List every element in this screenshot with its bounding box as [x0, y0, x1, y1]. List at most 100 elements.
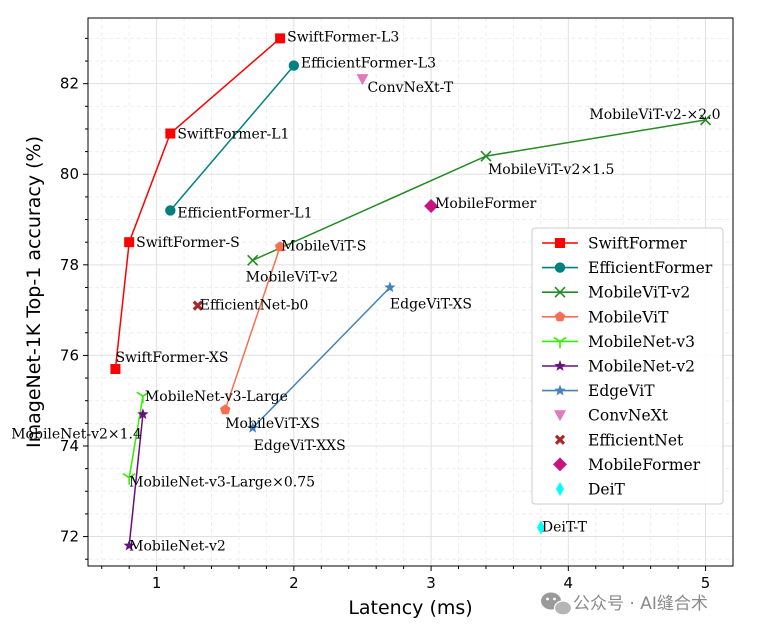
legend-item-mobilevit-v2: MobileViT-v2 [542, 284, 690, 302]
legend-label: SwiftFormer [588, 235, 687, 253]
mobilenet-v2-line [128, 414, 144, 546]
x-tick-label: 3 [426, 574, 436, 592]
legend-label: MobileViT [588, 308, 669, 326]
series-layer [110, 33, 712, 551]
mobilenet-v3-point [122, 473, 136, 485]
watermark-text: 公众号 · AI缝合术 [573, 594, 708, 614]
point-label: SwiftFormer-XS [115, 350, 228, 366]
point-label: EfficientFormer-L1 [177, 205, 312, 221]
point-label: MobileViT-v2 [246, 269, 338, 285]
swiftformer-point [165, 128, 176, 139]
legend-swatch-marker [554, 434, 566, 445]
point-label: MobileViT-v2-×2.0 [589, 107, 720, 123]
legend-label: MobileViT-v2 [588, 284, 690, 302]
y-tick-label: 80 [60, 165, 79, 183]
point-label: MobileNet-v2×1.4 [11, 426, 142, 442]
edgevit-point [247, 421, 259, 433]
point-label: EfficientFormer-L3 [301, 56, 436, 72]
legend-label: DeiT [588, 481, 626, 499]
convnext-point [356, 74, 369, 86]
point-label: MobileViT-v2×1.5 [488, 162, 614, 178]
point-label: MobileNet-v3-Large×0.75 [129, 475, 315, 491]
legend-swatch-marker [553, 457, 567, 472]
point-label: SwiftFormer-S [136, 235, 240, 251]
legend-item-edgevit: EdgeViT [542, 382, 655, 400]
legend-item-efficientformer: EfficientFormer [542, 259, 713, 277]
edgevit-point [384, 281, 396, 293]
legend-item-deit: DeiT [556, 481, 626, 499]
point-label: MobileViT-S [281, 239, 366, 255]
wechat-icon [541, 592, 573, 616]
series-edgevit [247, 281, 396, 433]
point-label: MobileNet-v3-Large [145, 389, 288, 405]
legend-item-swiftformer: SwiftFormer [542, 235, 687, 253]
legend-label: MobileFormer [588, 456, 701, 474]
legend: SwiftFormer EfficientFormer MobileViT-v2 Mo… [531, 227, 724, 505]
point-label: DeiT-T [542, 520, 588, 536]
legend-item-mobilenet-v2: MobileNet-v2 [542, 358, 695, 376]
deit-point [536, 520, 545, 535]
point-label: MobileFormer [435, 196, 537, 212]
series-deit [536, 520, 545, 535]
legend-swatch-marker [554, 360, 566, 371]
point-label: SwiftFormer-L3 [287, 29, 399, 45]
legend-box [531, 227, 724, 505]
efficientformer-point [165, 205, 176, 216]
point-label: ConvNeXt-T [367, 80, 453, 96]
point-label: SwiftFormer-L1 [177, 126, 289, 142]
y-tick-label: 74 [60, 437, 79, 455]
series-mobilenet-v3 [122, 391, 150, 485]
efficientnet-point [192, 300, 203, 311]
x-tick-label: 4 [564, 574, 574, 592]
legend-swatch-marker [555, 238, 565, 248]
legend-item-mobilenet-v3: MobileNet-v3 [542, 333, 695, 351]
legend-item-efficientnet: EfficientNet [554, 431, 684, 449]
swiftformer-line [114, 37, 281, 370]
mobilevit-v2-point [699, 114, 712, 126]
legend-swatch-marker [554, 384, 566, 396]
point-label: MobileNet-v2 [129, 539, 226, 555]
legend-item-mobilevit: MobileViT [542, 308, 669, 326]
y-axis-title: ImageNet-1K Top-1 accuracy (%) [23, 136, 45, 448]
mobilevit-v2-point [247, 254, 259, 266]
mobilenet-v2-point [123, 539, 135, 551]
mobilenet-v3-line [128, 396, 144, 478]
legend-swatch-marker [554, 262, 566, 273]
legend-label: EdgeViT [588, 382, 655, 400]
mobileformer-point [424, 198, 439, 213]
swiftformer-point [124, 237, 135, 248]
series-mobilevit [220, 241, 286, 415]
x-axis-title: Latency (ms) [348, 597, 472, 619]
series-mobilevit-v2 [247, 114, 712, 266]
point-label: EdgeViT-XS [390, 296, 472, 312]
y-tick-label: 78 [60, 256, 79, 274]
mobilevit-line [224, 246, 281, 411]
mobilevit-v2-point [480, 150, 492, 162]
legend-label: EfficientNet [588, 431, 684, 449]
point-labels: SwiftFormer-XS SwiftFormer-S SwiftFormer-L… [11, 29, 720, 554]
y-tick-label: 82 [60, 75, 79, 93]
x-tick-label: 5 [701, 574, 711, 592]
legend-label: MobileNet-v3 [588, 333, 695, 351]
swiftformer-point [275, 33, 286, 44]
watermark: 公众号 · AI缝合术 [541, 592, 708, 616]
legend-swatch-marker [553, 336, 567, 349]
efficientformer-line [169, 65, 295, 211]
series-mobilenet-v2 [123, 408, 149, 551]
legend-label: EfficientFormer [588, 259, 713, 277]
series-mobileformer [424, 198, 439, 213]
y-tick-label: 76 [60, 346, 79, 364]
mobilevit-point [274, 241, 286, 252]
mobilenet-v2-point [137, 408, 149, 420]
ticks: 1 2 3 4 5 72 74 76 78 80 82 [60, 37, 711, 592]
point-label: EdgeViT-XXS [254, 438, 346, 454]
series-efficientnet [192, 300, 203, 311]
point-label: EfficientNet-b0 [200, 298, 309, 314]
edgevit-line [252, 286, 391, 429]
plot-frame [87, 17, 734, 567]
legend-swatch-marker [554, 286, 566, 298]
legend-label: MobileNet-v2 [588, 358, 695, 376]
x-tick-label: 2 [289, 574, 299, 592]
legend-label: ConvNeXt [588, 407, 669, 425]
